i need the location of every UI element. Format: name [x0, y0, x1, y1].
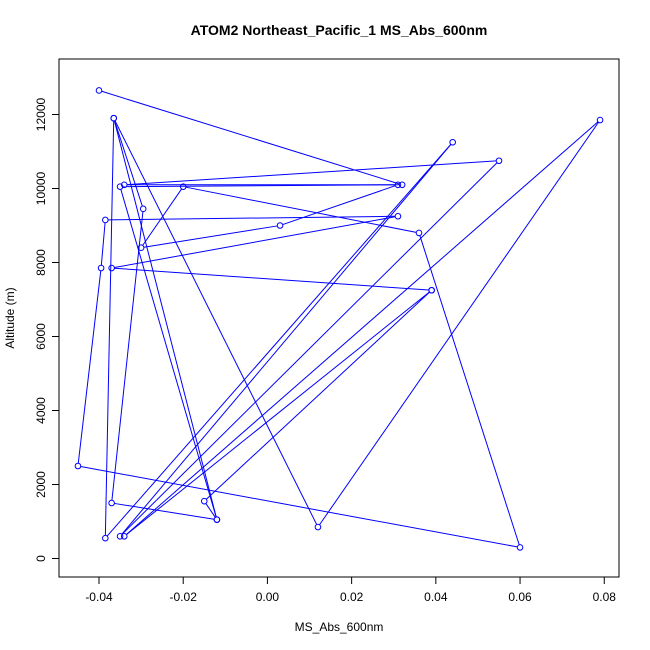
- data-point: [97, 264, 105, 272]
- y-tick-label: 6000: [34, 323, 48, 350]
- data-point: [110, 114, 118, 122]
- x-tick-label: 0.06: [508, 590, 532, 604]
- x-tick-label: 0.08: [593, 590, 617, 604]
- data-point: [116, 533, 124, 540]
- series-segment: [114, 267, 429, 291]
- series-segment: [185, 186, 417, 233]
- plot-frame: [58, 58, 620, 578]
- data-point: [213, 516, 221, 523]
- series-segment: [114, 502, 215, 520]
- x-tick-label: 0.00: [256, 590, 280, 604]
- data-point: [596, 116, 604, 124]
- data-point: [137, 244, 145, 251]
- series-segment: [106, 144, 452, 537]
- data-point: [120, 181, 128, 189]
- data-point: [108, 264, 115, 272]
- data-point: [398, 181, 406, 189]
- data-point: [394, 212, 402, 220]
- chart-title: ATOM2 Northeast_Pacific_1 MS_Abs_600nm: [191, 22, 488, 38]
- y-tick-label: 8000: [34, 249, 48, 276]
- series-segment: [121, 144, 452, 535]
- data-point: [179, 183, 187, 190]
- series-segment: [143, 225, 278, 248]
- data-point: [276, 222, 284, 229]
- data-point: [120, 533, 128, 540]
- series-segment: [114, 120, 143, 207]
- data-point: [102, 534, 109, 542]
- x-axis: -0.04 -0.02 0.00 0.02 0.04 0.06 0.08: [85, 576, 617, 604]
- y-tick-label: 4000: [34, 397, 48, 424]
- series-segment: [77, 270, 102, 464]
- series-segment: [126, 291, 430, 535]
- data-point: [394, 181, 402, 189]
- x-tick-label: -0.04: [85, 590, 113, 604]
- series-segment: [108, 215, 396, 221]
- y-tick-label: 10000: [34, 171, 48, 205]
- series-segment: [114, 216, 396, 269]
- x-axis-label: MS_Abs_600nm: [295, 620, 384, 634]
- series-segment: [205, 291, 430, 500]
- data-series: [74, 87, 604, 551]
- data-point: [116, 183, 124, 190]
- series-segment: [121, 162, 498, 535]
- series-segment: [319, 122, 599, 526]
- data-point: [428, 286, 435, 294]
- series-segment: [101, 90, 400, 185]
- y-axis: 0 2000 4000 6000 8000 10000 12000: [34, 97, 60, 562]
- data-point: [108, 499, 115, 507]
- series-segment: [282, 185, 396, 226]
- series-segment: [205, 503, 216, 518]
- y-tick-label: 0: [34, 555, 48, 562]
- series-segment: [100, 222, 106, 266]
- y-tick-label: 2000: [34, 471, 48, 498]
- data-point: [449, 138, 456, 146]
- series-segment: [126, 121, 599, 535]
- data-point: [74, 462, 82, 470]
- series-segment: [104, 120, 115, 536]
- series-segment: [127, 160, 497, 186]
- series-segment: [142, 188, 183, 246]
- series-segment: [122, 184, 396, 188]
- data-point: [102, 216, 109, 224]
- y-axis-label: Altitude (m): [3, 287, 17, 348]
- series-segment: [114, 120, 318, 525]
- data-point: [495, 157, 503, 165]
- data-point: [516, 544, 524, 551]
- x-tick-label: 0.04: [424, 590, 448, 604]
- x-tick-label: 0.02: [340, 590, 364, 604]
- y-tick-label: 12000: [34, 97, 48, 131]
- data-point: [200, 497, 208, 505]
- data-point: [95, 87, 103, 94]
- series-segment: [80, 466, 518, 548]
- series-segment: [120, 189, 217, 518]
- x-tick-label: -0.02: [170, 590, 198, 604]
- series-segment: [111, 211, 144, 501]
- series-segment: [419, 235, 520, 545]
- data-point: [139, 205, 147, 213]
- data-point: [415, 229, 423, 237]
- data-point: [314, 523, 322, 531]
